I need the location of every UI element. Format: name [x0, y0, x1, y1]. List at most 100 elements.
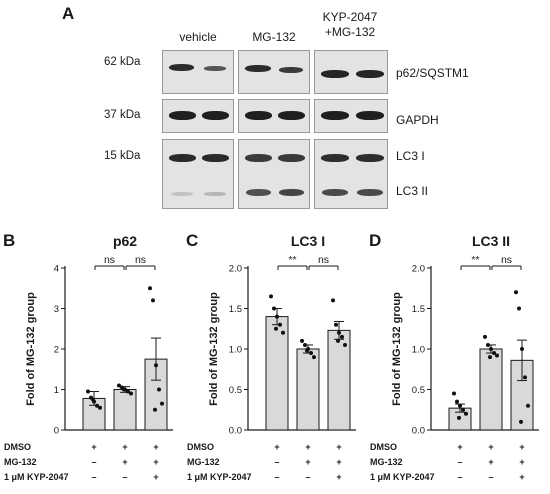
marker-15kda: 15 kDa: [104, 150, 141, 162]
significance-label: **: [288, 254, 296, 266]
significance-label: **: [471, 254, 479, 266]
data-point: [517, 306, 521, 311]
data-point: [98, 405, 102, 410]
condition-value: +: [153, 457, 159, 467]
condition-value: +: [122, 442, 128, 452]
condition-label: DMSO: [187, 442, 214, 452]
condition-value: +: [519, 442, 525, 452]
condition-table-c: DMSO + + + MG-132 – + +1 μM KYP-2047 – – +: [183, 440, 366, 494]
bar: [296, 348, 320, 431]
data-point: [278, 322, 282, 327]
y-tick-label: 1: [54, 385, 59, 396]
y-tick-label: 0.5: [229, 385, 242, 396]
condition-value: +: [336, 442, 342, 452]
condition-value: +: [305, 457, 311, 467]
condition-label: 1 μM KYP-2047: [370, 472, 435, 482]
data-point: [461, 407, 465, 412]
data-point: [122, 387, 126, 392]
condition-value: –: [488, 472, 494, 482]
condition-label: DMSO: [4, 442, 31, 452]
data-point: [148, 286, 152, 291]
bar: [479, 348, 503, 431]
data-point: [272, 306, 276, 311]
panel-letter: C: [186, 231, 198, 250]
panel-letter: B: [3, 231, 15, 250]
condition-label: 1 μM KYP-2047: [187, 472, 252, 482]
data-point: [126, 389, 130, 394]
significance-label: ns: [135, 254, 146, 266]
condition-value: –: [91, 472, 97, 482]
chart-lc3i: C LC3 I Fold of MG-132 group 0.0 0.5 1.0 1.5 2.…: [186, 231, 356, 437]
data-point: [269, 294, 273, 299]
data-point: [281, 330, 285, 335]
data-point: [153, 407, 157, 412]
data-point: [300, 338, 304, 343]
lane-label-mg132: MG-132: [252, 30, 296, 44]
data-point: [523, 375, 527, 380]
data-point: [452, 391, 456, 396]
data-point: [275, 314, 279, 319]
data-point: [343, 342, 347, 347]
condition-value: +: [519, 472, 525, 482]
marker-37kda: 37 kDa: [104, 109, 141, 121]
blot-p62-kyp-mg132: [314, 50, 388, 94]
data-point: [464, 411, 468, 416]
data-point: [86, 389, 90, 394]
blot-lc3-kyp-mg132: [314, 139, 388, 209]
data-point: [129, 391, 133, 396]
condition-value: +: [122, 457, 128, 467]
condition-table-d: DMSO + + + MG-132 – + +1 μM KYP-2047 – – +: [366, 440, 550, 494]
chart-title: LC3 I: [291, 233, 325, 249]
condition-label: 1 μM KYP-2047: [4, 472, 69, 482]
bar: [113, 389, 137, 431]
protein-label-gapdh: GAPDH: [396, 113, 439, 127]
y-tick-label: 0.0: [412, 426, 425, 437]
data-point: [274, 326, 278, 331]
y-tick-label: 0.0: [229, 426, 242, 437]
condition-value: +: [519, 457, 525, 467]
condition-value: +: [457, 442, 463, 452]
condition-value: +: [153, 472, 159, 482]
data-point: [340, 334, 344, 339]
condition-label: DMSO: [370, 442, 397, 452]
condition-label: MG-132: [4, 457, 37, 467]
lane-label-vehicle: vehicle: [179, 30, 217, 44]
data-point: [526, 403, 530, 408]
condition-value: +: [488, 457, 494, 467]
data-point: [303, 342, 307, 347]
data-point: [336, 338, 340, 343]
condition-value: +: [336, 457, 342, 467]
lane-label-plus-mg132: +MG-132: [324, 25, 376, 39]
data-point: [305, 348, 309, 353]
y-tick-label: 4: [54, 264, 59, 275]
y-tick-label: 1.5: [229, 304, 242, 315]
protein-label-lc3i: LC3 I: [396, 149, 425, 163]
y-tick-label: 0: [54, 426, 59, 437]
significance-label: ns: [501, 254, 512, 266]
condition-value: –: [122, 472, 128, 482]
condition-value: –: [457, 457, 463, 467]
y-tick-label: 1.0: [412, 345, 425, 356]
data-point: [331, 298, 335, 303]
significance-label: ns: [318, 254, 329, 266]
marker-62kda: 62 kDa: [104, 56, 141, 68]
y-axis-label: Fold of MG-132 group: [25, 292, 37, 406]
significance-label: ns: [104, 254, 115, 266]
lane-label-kyp2047: KYP-2047: [322, 10, 378, 24]
condition-value: +: [336, 472, 342, 482]
blot-p62-vehicle: [162, 50, 234, 94]
blot-gapdh-mg132: [238, 99, 310, 133]
data-point: [95, 403, 99, 408]
condition-value: +: [305, 442, 311, 452]
data-point: [157, 387, 161, 392]
data-point: [337, 330, 341, 335]
data-point: [488, 355, 492, 360]
y-tick-label: 2.0: [229, 264, 242, 275]
blot-lc3-vehicle: [162, 139, 234, 209]
chart-lc3ii: D LC3 II Fold of MG-132 group 0.0 0.5 1.0 1.5 2…: [369, 231, 539, 437]
y-axis-label: Fold of MG-132 group: [208, 292, 220, 406]
data-point: [160, 401, 164, 406]
condition-value: +: [488, 442, 494, 452]
data-point: [151, 298, 155, 303]
